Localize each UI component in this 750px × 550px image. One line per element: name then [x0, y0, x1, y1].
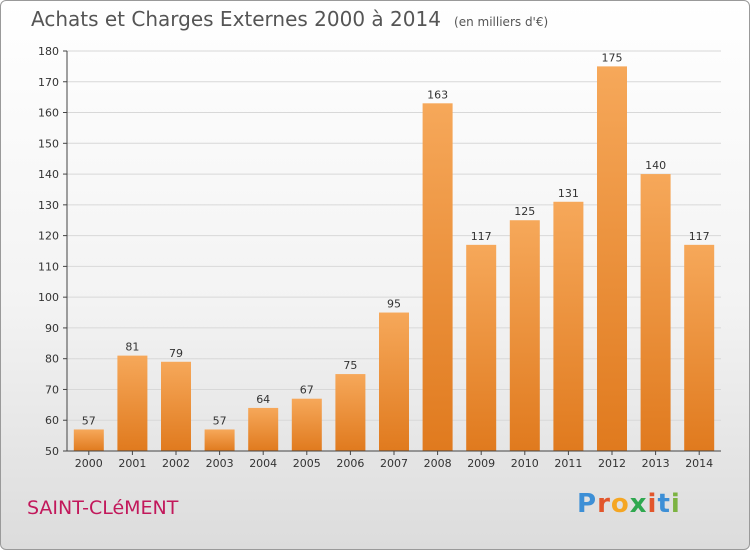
- data-label: 125: [514, 205, 535, 218]
- y-tick-label: 140: [38, 168, 59, 181]
- proxiti-logo: Proxiti: [577, 489, 681, 519]
- x-tick-label: 2014: [685, 457, 713, 470]
- x-tick-label: 2000: [75, 457, 103, 470]
- bar-2004: [248, 407, 279, 451]
- bar-2007: [379, 312, 409, 451]
- logo-letter: o: [610, 489, 630, 519]
- x-tick-label: 2008: [424, 457, 452, 470]
- data-label: 140: [645, 159, 666, 172]
- y-tick-label: 90: [45, 322, 59, 335]
- x-tick-label: 2012: [598, 457, 626, 470]
- logo-letter: r: [597, 489, 611, 519]
- y-tick-label: 110: [38, 260, 59, 273]
- y-tick-label: 60: [45, 414, 59, 427]
- y-tick-label: 50: [45, 445, 59, 458]
- y-tick-label: 70: [45, 383, 59, 396]
- x-tick-label: 2003: [206, 457, 234, 470]
- data-label: 117: [471, 230, 492, 243]
- x-tick-label: 2011: [554, 457, 582, 470]
- bar-2012: [597, 66, 627, 451]
- data-label: 81: [125, 341, 139, 354]
- x-tick-label: 2002: [162, 457, 190, 470]
- data-label: 57: [213, 414, 227, 427]
- bar-2011: [553, 201, 584, 451]
- bar-2005: [291, 398, 322, 451]
- y-tick-label: 80: [45, 353, 59, 366]
- data-label: 75: [343, 359, 357, 372]
- data-label: 117: [689, 230, 710, 243]
- data-label: 175: [602, 51, 623, 64]
- data-label: 163: [427, 88, 448, 101]
- unit-text: (en milliers d'€): [454, 15, 549, 29]
- bar-2003: [204, 429, 235, 451]
- bar-2013: [640, 174, 671, 452]
- logo-letter: t: [657, 489, 671, 519]
- bar-2008: [422, 103, 453, 452]
- logo-letter: x: [629, 489, 648, 519]
- chart-title: Achats et Charges Externes 2000 à 2014 (…: [31, 7, 548, 31]
- y-tick-label: 150: [38, 137, 59, 150]
- y-tick-label: 180: [38, 45, 59, 58]
- logo-letter: i: [647, 489, 658, 519]
- x-tick-label: 2005: [293, 457, 321, 470]
- data-label: 95: [387, 298, 401, 311]
- y-tick-label: 170: [38, 76, 59, 89]
- x-tick-label: 2004: [249, 457, 277, 470]
- bar-2006: [335, 374, 366, 451]
- x-tick-label: 2001: [118, 457, 146, 470]
- data-label: 131: [558, 187, 579, 200]
- bar-2009: [466, 244, 497, 451]
- logo-letter: P: [577, 489, 598, 519]
- bar-2014: [684, 244, 715, 451]
- data-label: 79: [169, 347, 183, 360]
- bar-2010: [509, 220, 540, 451]
- y-tick-label: 120: [38, 230, 59, 243]
- bar-2000: [73, 429, 104, 451]
- title-text: Achats et Charges Externes 2000 à 2014: [31, 7, 441, 31]
- y-tick-label: 100: [38, 291, 59, 304]
- data-label: 64: [256, 393, 270, 406]
- y-tick-label: 160: [38, 107, 59, 120]
- bar-2001: [117, 355, 148, 451]
- bar-2002: [161, 361, 191, 451]
- logo-letter: i: [670, 489, 681, 519]
- x-tick-label: 2006: [336, 457, 364, 470]
- y-tick-label: 130: [38, 199, 59, 212]
- data-label: 67: [300, 384, 314, 397]
- x-tick-label: 2009: [467, 457, 495, 470]
- data-label: 57: [82, 414, 96, 427]
- x-tick-label: 2007: [380, 457, 408, 470]
- x-tick-label: 2010: [511, 457, 539, 470]
- place-name: SAINT-CLéMENT: [27, 497, 179, 519]
- x-tick-label: 2013: [642, 457, 670, 470]
